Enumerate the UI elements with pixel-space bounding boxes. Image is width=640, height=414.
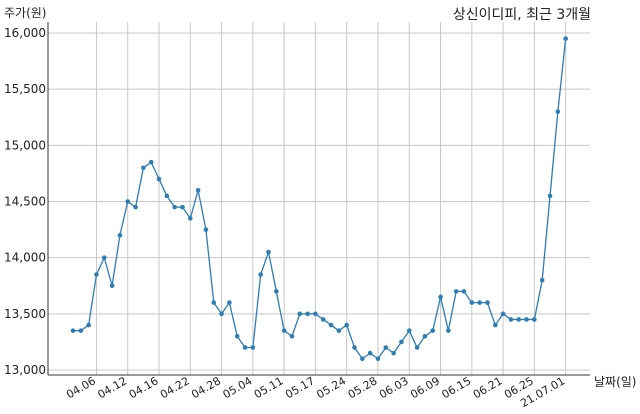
data-point — [250, 345, 256, 350]
data-point — [438, 294, 443, 300]
data-point — [563, 36, 568, 41]
x-tick-label: 05.11 — [252, 374, 286, 401]
data-point — [227, 300, 232, 305]
data-point — [367, 350, 373, 356]
data-point — [258, 272, 263, 277]
data-point — [180, 204, 185, 210]
data-point — [406, 328, 412, 333]
x-tick-labels: 04.0604.1204.1604.2204.2805.0405.1105.17… — [64, 374, 567, 410]
data-point — [524, 317, 529, 322]
y-tick-label: 15,000 — [4, 138, 46, 152]
data-point — [477, 300, 482, 305]
data-point — [399, 339, 404, 345]
data-point — [78, 328, 84, 333]
x-tick-label: 05.17 — [283, 374, 317, 401]
data-point — [391, 350, 396, 356]
data-point — [117, 232, 123, 238]
data-point — [281, 328, 287, 333]
data-point — [172, 204, 177, 210]
data-point — [266, 249, 271, 255]
x-tick-label: 04.06 — [64, 374, 98, 401]
data-point — [461, 289, 467, 294]
data-point — [539, 277, 545, 283]
data-point — [375, 356, 381, 362]
data-point — [383, 345, 389, 350]
data-point — [297, 311, 303, 317]
x-tick-label: 06.15 — [440, 374, 474, 401]
data-point — [219, 311, 224, 317]
data-point — [141, 165, 146, 171]
data-point — [101, 255, 107, 260]
y-tick-label: 15,500 — [4, 82, 46, 96]
data-point — [446, 328, 451, 333]
chart-title: 상신이디피, 최근 3개월 — [453, 7, 591, 23]
data-point — [109, 283, 115, 289]
y-tick-label: 14,500 — [4, 195, 46, 209]
data-point — [547, 193, 553, 199]
y-tick-label: 16,000 — [4, 26, 46, 40]
data-point — [274, 289, 279, 294]
data-point — [203, 227, 209, 232]
x-axis-title: 날짜(일) — [594, 375, 636, 389]
grid — [48, 22, 590, 375]
data-point — [485, 300, 490, 305]
x-tick-label: 06.09 — [408, 374, 442, 401]
data-point — [188, 216, 193, 221]
data-point — [492, 322, 498, 328]
data-point — [195, 187, 201, 193]
data-point — [125, 199, 131, 204]
data-point — [532, 317, 537, 322]
data-point — [289, 334, 295, 339]
data-point — [422, 334, 428, 339]
x-tick-label: 06.21 — [471, 374, 505, 401]
data-point — [86, 322, 91, 328]
data-point — [313, 311, 318, 317]
x-tick-label: 04.22 — [158, 374, 192, 401]
y-tick-labels: 13,000 13,500 14,000 14,500 15,000 15,500 16,0… — [4, 26, 46, 377]
x-tick-label: 05.24 — [314, 374, 348, 401]
x-tick-label: 05.04 — [221, 374, 255, 401]
data-point — [414, 345, 420, 350]
x-tick-label: 04.16 — [127, 374, 161, 401]
data-point — [328, 322, 334, 328]
data-point — [133, 204, 138, 210]
data-point — [453, 289, 459, 294]
data-point — [234, 334, 240, 339]
y-tick-label: 13,500 — [4, 307, 46, 321]
data-point — [148, 159, 154, 165]
data-point — [352, 345, 357, 350]
x-tick-label: 04.12 — [95, 374, 129, 401]
data-point — [94, 272, 99, 277]
y-tick-label: 14,000 — [4, 251, 46, 265]
y-axis-title: 주가(원) — [4, 6, 46, 20]
x-tick-label: 06.03 — [377, 374, 411, 401]
x-tick-label: 04.28 — [189, 374, 223, 401]
data-point — [508, 317, 514, 322]
data-point — [344, 322, 350, 328]
data-point — [360, 356, 365, 362]
data-point — [469, 300, 475, 305]
data-point — [336, 328, 342, 333]
data-point — [70, 328, 76, 333]
price-series-line — [73, 38, 567, 360]
data-point — [211, 300, 217, 305]
data-point — [164, 193, 170, 199]
y-tick-label: 13,000 — [4, 363, 46, 377]
data-point — [516, 317, 522, 322]
x-tick-label: 05.28 — [346, 374, 380, 401]
data-point — [500, 311, 506, 317]
data-point — [430, 328, 436, 333]
data-point — [555, 109, 561, 114]
price-data-points — [70, 36, 568, 362]
data-point — [320, 317, 326, 322]
data-point — [242, 345, 248, 350]
data-point — [156, 176, 162, 182]
data-point — [305, 311, 310, 317]
